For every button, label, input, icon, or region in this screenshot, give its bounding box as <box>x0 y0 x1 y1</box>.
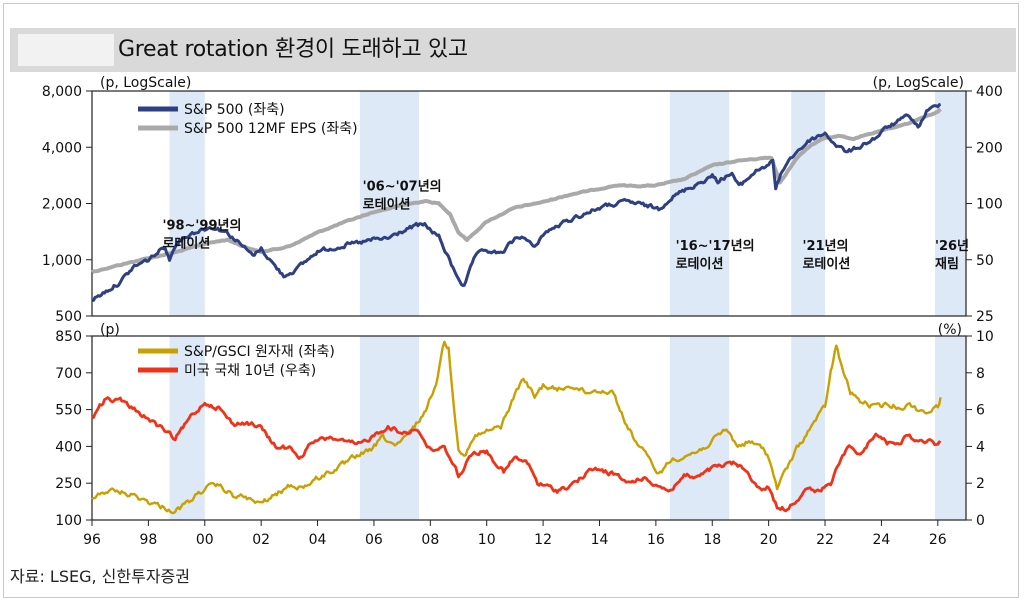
shaded-period-1-5 <box>934 91 966 316</box>
y-tick-label-right: 25 <box>976 309 994 325</box>
source-note: 자료: LSEG, 신한투자증권 <box>10 567 190 586</box>
x-tick-label: 08 <box>421 532 439 548</box>
title-bar: Great rotation 환경이 도래하고 있고 <box>10 28 1016 72</box>
series-line-sp500 <box>91 102 942 302</box>
shaded-period-2-3 <box>669 336 730 520</box>
legend-label: S&P 500 12MF EPS (좌축) <box>184 121 358 137</box>
x-tick-label: 98 <box>139 532 157 548</box>
series-line-ust10y <box>91 396 942 513</box>
x-tick-label: 18 <box>703 532 721 548</box>
y-tick-label-right: 8 <box>976 366 985 382</box>
annotation-2: '06~'07년의 <box>363 178 442 194</box>
annotation-5: 재림 <box>935 257 959 272</box>
y-tick-label-right: 6 <box>976 403 985 419</box>
y-tick-label-right: 100 <box>976 197 1003 213</box>
y-tick-label-left: 4,000 <box>42 140 82 156</box>
plot-frame-2 <box>91 335 967 521</box>
annotation-4: '21년의 <box>802 238 848 254</box>
y-tick-label-right: 0 <box>976 513 985 529</box>
y-tick-label-left: 100 <box>55 513 82 529</box>
series-line-sp500-eps <box>91 107 942 274</box>
x-tick-label: 14 <box>591 532 609 548</box>
shaded-period-2-1 <box>169 336 205 520</box>
annotation-4: 로테이션 <box>802 256 850 272</box>
y-tick-label-left: 400 <box>55 439 82 455</box>
x-tick-label: 12 <box>534 532 552 548</box>
left-unit-label-bottom: (p) <box>100 322 120 338</box>
left-unit-label-top: (p, LogScale) <box>100 75 191 91</box>
y-tick-label-left: 1,000 <box>42 253 82 269</box>
shaded-period-1-4 <box>791 91 826 316</box>
y-tick-label-right: 400 <box>976 84 1003 100</box>
legend-label: S&P/GSCI 원자재 (좌축) <box>184 344 335 360</box>
series-line-gsci <box>91 340 942 515</box>
y-tick-label-left: 250 <box>55 476 82 492</box>
annotation-2: 로테이션 <box>363 196 411 212</box>
y-tick-label-right: 50 <box>976 253 994 269</box>
annotation-3: '16~'17년의 <box>676 238 755 254</box>
right-unit-label-bottom: (%) <box>938 322 962 338</box>
legend-label: 미국 국채 10년 (우축) <box>184 363 316 379</box>
x-tick-label: 02 <box>252 532 270 548</box>
x-tick-label: 16 <box>647 532 665 548</box>
shaded-period-2-4 <box>791 336 826 520</box>
x-tick-label: 26 <box>929 532 947 548</box>
annotation-3: 로테이션 <box>676 256 724 272</box>
x-tick-label: 06 <box>365 532 383 548</box>
x-tick-label: 20 <box>760 532 778 548</box>
y-tick-label-left: 8,000 <box>42 84 82 100</box>
right-unit-label-top: (p, LogScale) <box>873 75 964 91</box>
annotation-1: '98~'99년의 <box>162 218 241 234</box>
y-tick-label-left: 700 <box>55 366 82 382</box>
chart-title: Great rotation 환경이 도래하고 있고 <box>118 37 468 62</box>
chart-frame <box>3 3 1019 598</box>
shaded-period-2-5 <box>934 336 966 520</box>
x-tick-label: 22 <box>816 532 834 548</box>
annotation-5: '26년 <box>935 239 969 254</box>
x-tick-label: 96 <box>83 532 101 548</box>
y-tick-label-left: 550 <box>55 403 82 419</box>
x-tick-label: 00 <box>196 532 214 548</box>
y-tick-label-right: 4 <box>976 439 985 455</box>
x-tick-label: 04 <box>309 532 327 548</box>
y-tick-label-right: 200 <box>976 140 1003 156</box>
annotation-1: 로테이션 <box>162 236 210 252</box>
x-tick-label: 24 <box>873 532 891 548</box>
y-tick-label-right: 10 <box>976 329 994 345</box>
y-tick-label-left: 500 <box>55 309 82 325</box>
shaded-period-1-3 <box>669 91 730 316</box>
y-tick-label-left: 850 <box>55 329 82 345</box>
title-mark <box>18 34 114 66</box>
x-tick-label: 10 <box>478 532 496 548</box>
y-tick-label-right: 2 <box>976 476 985 492</box>
legend-label: S&P 500 (좌축) <box>184 102 285 118</box>
y-tick-label-left: 2,000 <box>42 197 82 213</box>
